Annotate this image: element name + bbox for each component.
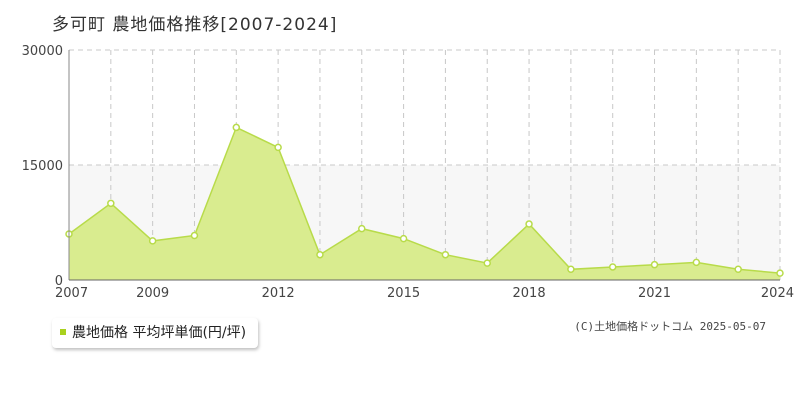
data-point <box>358 224 366 233</box>
data-point <box>274 143 282 152</box>
data-point <box>692 258 701 267</box>
series-line <box>68 126 781 274</box>
legend: 農地価格 平均坪単価(円/坪) <box>52 318 259 348</box>
x-tick-labels: 2007 2009 2012 2015 2018 2021 2024 <box>55 286 794 300</box>
y-tick-label: 30000 <box>22 44 63 59</box>
x-tick-label: 2007 <box>55 286 88 300</box>
x-tick-label: 2021 <box>638 286 671 300</box>
x-tick-label: 2024 <box>761 286 794 300</box>
x-tick-label: 2012 <box>262 286 295 300</box>
data-point <box>525 220 533 228</box>
legend-label: 農地価格 平均坪単価(円/坪) <box>72 325 247 341</box>
series-area <box>69 127 780 281</box>
data-point <box>567 265 575 274</box>
copyright-text: (C)土地価格ドットコム 2025-05-07 <box>574 320 766 333</box>
upper-band <box>69 50 780 165</box>
x-tick-label: 2009 <box>136 286 169 300</box>
data-point <box>107 199 115 208</box>
series-markers <box>65 123 784 277</box>
y-tick-label: 15000 <box>22 159 63 174</box>
x-tick-label: 2018 <box>513 286 546 300</box>
data-point <box>316 250 324 259</box>
y-tick-label: 0 <box>55 274 63 289</box>
data-point <box>608 263 617 271</box>
data-point <box>650 260 659 269</box>
data-point <box>734 265 742 274</box>
y-tick-labels: 0 15000 30000 <box>22 44 63 289</box>
data-point <box>441 250 450 259</box>
chart-area: 0 15000 30000 2007 2009 2012 2015 2018 2021 2024 <box>22 44 794 300</box>
x-tick-label: 2015 <box>387 286 420 300</box>
data-point <box>776 269 784 277</box>
data-point <box>190 231 199 240</box>
data-point <box>399 234 408 243</box>
legend-swatch <box>60 329 66 335</box>
data-point <box>148 237 157 245</box>
data-point <box>483 259 491 267</box>
chart-title: 多可町 農地価格推移[2007-2024] <box>52 15 338 35</box>
data-point <box>232 123 241 132</box>
